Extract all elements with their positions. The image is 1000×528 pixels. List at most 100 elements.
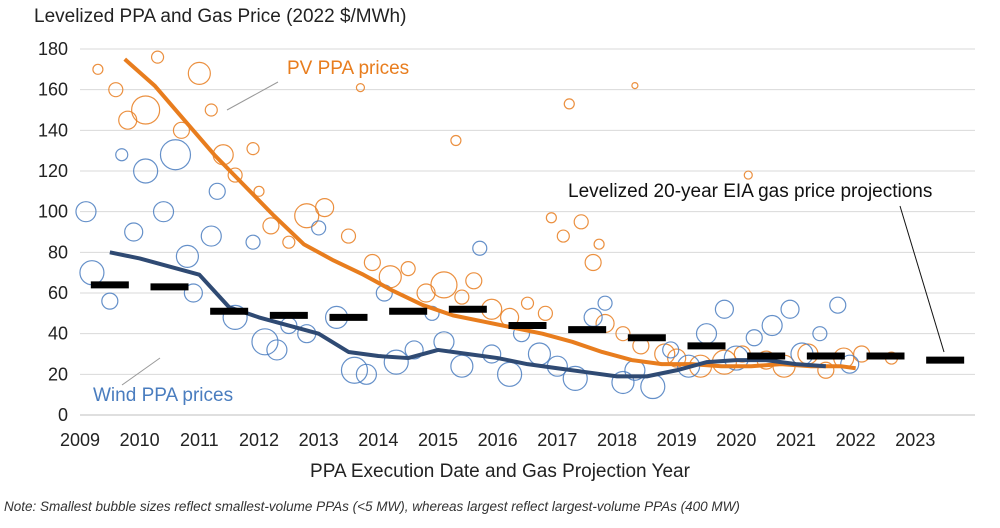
bubble-chart: 0 20 40 60 80 100 120 140 160 180 2009 2010 2011 201… [38,39,975,450]
pv-bubble [340,228,357,244]
pv-bubble [454,289,470,305]
wind-annotation-leader [121,357,161,386]
pv-bubble [253,185,265,197]
chart-title: Levelized PPA and Gas Price (2022 $/MWh) [34,6,407,27]
pv-bubble [150,50,165,64]
pv-bubble [108,82,124,98]
pv-bubble [556,229,570,243]
wind-trend-line [109,250,826,379]
wind-bubble [133,158,159,184]
x-tick-label: 2021 [776,430,816,450]
wind-bubble [245,234,261,250]
gas-annotation: Levelized 20-year EIA gas price projecti… [568,181,933,202]
wind-bubble [183,283,203,303]
pv-bubble [584,253,602,272]
pv-bubble [450,134,462,147]
pv-bubble [315,198,335,218]
pv-bubble [131,95,161,125]
y-tick-label: 140 [38,120,68,140]
wind-bubble [79,260,105,286]
pv-bubble [282,235,296,249]
x-axis-title: PPA Execution Date and Gas Projection Ye… [310,461,690,482]
pv-bubble [400,261,416,277]
wind-bubble [812,326,828,342]
wind-bubble [472,240,488,256]
x-tick-label: 2018 [597,430,637,450]
pv-bubble [204,103,218,117]
wind-bubble [840,354,860,374]
pv-bubble [294,203,320,229]
wind-bubble [562,365,588,391]
pv-bubble [615,326,631,342]
x-tick-label: 2010 [120,430,160,450]
wind-bubbles [75,139,860,400]
y-axis: 0 20 40 60 80 100 120 140 160 180 [38,39,68,425]
y-tick-label: 180 [38,39,68,59]
x-tick-label: 2011 [180,430,219,450]
wind-bubble [829,296,847,314]
wind-annotation: Wind PPA prices [93,385,234,406]
wind-bubble [355,363,377,385]
wind-bubble [251,328,279,356]
wind-bubble [745,329,763,347]
wind-bubble [159,139,192,171]
x-tick-label: 2014 [358,430,398,450]
x-tick-label: 2023 [895,430,935,450]
wind-bubble [662,341,680,359]
x-tick-label: 2013 [299,430,339,450]
wind-bubble [75,201,97,223]
wind-bubble [208,182,226,200]
wind-bubble [200,225,222,247]
wind-bubble [611,370,635,395]
wind-bubble [311,220,327,236]
gas-dashes [90,281,965,364]
x-tick-label: 2017 [537,430,577,450]
pv-bubble [172,121,191,139]
pv-bubble [430,271,458,299]
wind-bubble [482,344,502,364]
footnote: Note: Smallest bubble sizes reflect smal… [4,499,740,514]
wind-bubble [266,339,288,361]
pv-bubble [654,343,676,365]
wind-bubble [714,299,735,319]
pv-bubble [92,63,104,75]
pv-bubble [537,305,554,321]
pv-bubble [593,238,605,250]
y-tick-label: 120 [38,161,68,181]
pv-bubble [118,110,138,130]
x-tick-label: 2022 [836,430,876,450]
x-tick-label: 2012 [239,430,279,450]
trend-lines [109,57,856,379]
wind-bubble [583,307,603,327]
gridlines [80,48,975,416]
wind-bubble [527,342,552,366]
wind-bubble [597,295,613,311]
pv-bubble [355,83,366,93]
pv-bubble [416,283,436,303]
y-tick-label: 60 [48,283,68,303]
x-tick-label: 2016 [478,430,518,450]
x-tick-label: 2009 [60,430,100,450]
pv-bubble [262,217,280,235]
wind-bubble [152,201,175,223]
pv-bubble [667,348,687,368]
pv-bubble [563,98,575,110]
pv-bubble [743,170,753,180]
y-tick-label: 100 [38,202,68,222]
x-tick-label: 2015 [418,430,458,450]
pv-bubble [520,296,535,310]
y-tick-label: 80 [48,242,68,262]
wind-bubble [175,244,199,268]
pv-bubble [817,361,835,379]
wind-bubble [780,299,800,319]
wind-bubble [340,356,369,384]
wind-bubble [222,304,248,330]
wind-bubble [101,292,119,310]
pv-bubble [631,81,639,90]
pv-bubbles [92,50,899,379]
x-tick-label: 2019 [657,430,697,450]
wind-bubble [124,222,144,242]
pv-bubble [187,61,211,86]
pv-bubble [465,272,483,290]
y-tick-label: 0 [58,405,68,425]
